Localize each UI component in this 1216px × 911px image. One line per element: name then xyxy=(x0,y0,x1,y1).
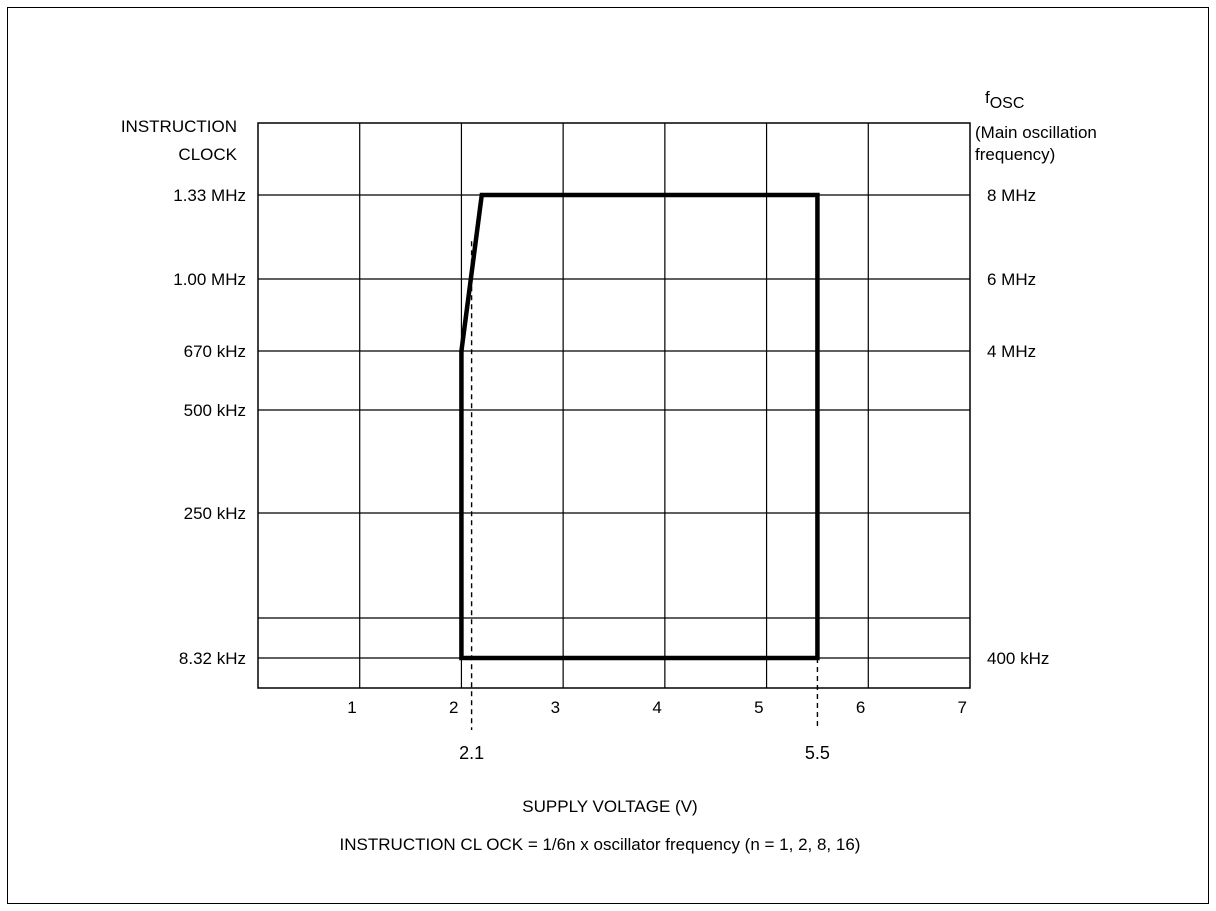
labels: INSTRUCTION CLOCK fOSC (Main oscillation… xyxy=(121,88,1097,854)
y-tick-label-left: 670 kHz xyxy=(184,342,246,361)
y-tick-label-left: 8.32 kHz xyxy=(179,649,246,668)
reference-lines: 2.1 5.5 xyxy=(459,241,830,763)
y-tick-label-left: 500 kHz xyxy=(184,401,246,420)
y-tick-label-left: 1.00 MHz xyxy=(173,270,246,289)
y-tick-label-right: 8 MHz xyxy=(987,186,1036,205)
reference-label: 5.5 xyxy=(805,743,830,763)
x-tick-label: 1 xyxy=(347,698,356,717)
y-axis-label-left-2: CLOCK xyxy=(178,145,237,164)
grid: 1 2 3 4 5 6 7 1.33 MHz 1.00 MHz 670 kHz 500 kHz 250… xyxy=(173,122,1049,717)
x-tick-label: 4 xyxy=(652,698,661,717)
y-axis-label-left-1: INSTRUCTION xyxy=(121,117,237,136)
fosc-f: f xyxy=(985,88,990,107)
page-border xyxy=(7,7,1209,904)
x-tick-label: 2 xyxy=(449,698,458,717)
x-axis-label: SUPPLY VOLTAGE (V) xyxy=(522,797,697,816)
plot-frame xyxy=(257,122,971,689)
y-tick-label-right: 400 kHz xyxy=(987,649,1049,668)
x-tick-label: 7 xyxy=(958,698,967,717)
reference-label: 2.1 xyxy=(459,743,484,763)
x-tick-label: 5 xyxy=(754,698,763,717)
y-tick-label-left: 250 kHz xyxy=(184,504,246,523)
y-tick-label-right: 4 MHz xyxy=(987,342,1036,361)
fosc-subscript: OSC xyxy=(990,95,1025,112)
y-tick-label-right: 6 MHz xyxy=(987,270,1036,289)
y-axis-label-right-main: fOSC xyxy=(985,88,1024,112)
x-tick-label: 6 xyxy=(856,698,865,717)
operating-region-outline xyxy=(459,192,820,661)
operating-region xyxy=(459,192,820,661)
x-tick-label: 3 xyxy=(551,698,560,717)
y-axis-label-right-2: frequency) xyxy=(975,145,1055,164)
y-axis-label-right-1: (Main oscillation xyxy=(975,123,1097,142)
y-tick-label-left: 1.33 MHz xyxy=(173,186,246,205)
footnote: INSTRUCTION CL OCK = 1/6n x oscillator f… xyxy=(340,835,861,854)
